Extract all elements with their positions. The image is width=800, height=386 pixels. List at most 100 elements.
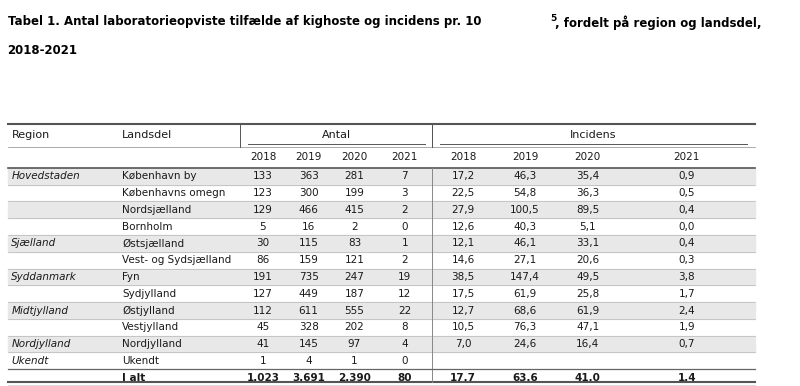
Text: 54,8: 54,8	[514, 188, 537, 198]
Text: 47,1: 47,1	[576, 322, 599, 332]
Text: 25,8: 25,8	[576, 289, 599, 299]
Text: 35,4: 35,4	[576, 171, 599, 181]
Text: 1: 1	[260, 356, 266, 366]
Text: Region: Region	[11, 130, 50, 140]
Text: 5: 5	[550, 14, 557, 22]
Text: 1.023: 1.023	[246, 372, 279, 383]
Text: 36,3: 36,3	[576, 188, 599, 198]
Text: 12,7: 12,7	[451, 305, 474, 315]
Polygon shape	[8, 302, 754, 319]
Text: 83: 83	[348, 239, 361, 249]
Text: 2: 2	[351, 222, 358, 232]
Text: 89,5: 89,5	[576, 205, 599, 215]
Text: 199: 199	[345, 188, 364, 198]
Text: 2020: 2020	[574, 152, 601, 162]
Text: 121: 121	[345, 255, 364, 265]
Text: 86: 86	[256, 255, 270, 265]
Text: 4: 4	[306, 356, 312, 366]
Text: 38,5: 38,5	[451, 272, 474, 282]
Text: 2018-2021: 2018-2021	[8, 44, 78, 58]
Text: Hovedstaden: Hovedstaden	[11, 171, 80, 181]
Text: 0,3: 0,3	[678, 255, 695, 265]
Text: 2.390: 2.390	[338, 372, 371, 383]
Text: Østjylland: Østjylland	[122, 305, 174, 316]
Text: Incidens: Incidens	[570, 130, 617, 140]
Text: 159: 159	[298, 255, 318, 265]
Text: 145: 145	[298, 339, 318, 349]
Text: 63,6: 63,6	[512, 372, 538, 383]
Text: 0,7: 0,7	[678, 339, 695, 349]
Polygon shape	[8, 336, 754, 352]
Text: 129: 129	[253, 205, 273, 215]
Text: 3.691: 3.691	[292, 372, 325, 383]
Polygon shape	[8, 168, 754, 185]
Text: 466: 466	[298, 205, 318, 215]
Text: 4: 4	[402, 339, 408, 349]
Text: 2,4: 2,4	[678, 305, 695, 315]
Text: 115: 115	[298, 239, 318, 249]
Text: 97: 97	[348, 339, 361, 349]
Polygon shape	[8, 124, 754, 382]
Text: 7: 7	[402, 171, 408, 181]
Text: Fyn: Fyn	[122, 272, 139, 282]
Text: Midtjylland: Midtjylland	[11, 305, 69, 315]
Text: 2018: 2018	[250, 152, 276, 162]
Text: Antal: Antal	[322, 130, 350, 140]
Text: 16,4: 16,4	[576, 339, 599, 349]
Text: 449: 449	[298, 289, 318, 299]
Text: Københavns omegn: Københavns omegn	[122, 188, 226, 198]
Text: 17,7: 17,7	[450, 372, 476, 383]
Text: Sydjylland: Sydjylland	[122, 289, 176, 299]
Text: København by: København by	[122, 171, 197, 181]
Text: 17,2: 17,2	[451, 171, 474, 181]
Text: 41: 41	[256, 339, 270, 349]
Text: 14,6: 14,6	[451, 255, 474, 265]
Text: 0,9: 0,9	[678, 171, 695, 181]
Text: 0,5: 0,5	[678, 188, 695, 198]
Text: 41,0: 41,0	[574, 372, 601, 383]
Text: 40,3: 40,3	[514, 222, 537, 232]
Text: 611: 611	[298, 305, 318, 315]
Text: 0: 0	[402, 356, 408, 366]
Text: 12,1: 12,1	[451, 239, 474, 249]
Text: 3: 3	[402, 188, 408, 198]
Text: Vest- og Sydsjælland: Vest- og Sydsjælland	[122, 255, 231, 265]
Text: 0,0: 0,0	[678, 222, 695, 232]
Text: 2: 2	[402, 255, 408, 265]
Polygon shape	[8, 269, 754, 285]
Text: 5,1: 5,1	[579, 222, 596, 232]
Text: 0: 0	[402, 222, 408, 232]
Text: 80: 80	[398, 372, 412, 383]
Text: 1,4: 1,4	[678, 372, 696, 383]
Text: 46,3: 46,3	[514, 171, 537, 181]
Text: 2: 2	[402, 205, 408, 215]
Text: 27,9: 27,9	[451, 205, 474, 215]
Text: 68,6: 68,6	[514, 305, 537, 315]
Polygon shape	[8, 147, 754, 168]
Text: 2018: 2018	[450, 152, 476, 162]
Text: 27,1: 27,1	[514, 255, 537, 265]
Text: 22: 22	[398, 305, 411, 315]
Text: I alt: I alt	[122, 372, 145, 383]
Text: 8: 8	[402, 322, 408, 332]
Text: 30: 30	[256, 239, 270, 249]
Text: 281: 281	[345, 171, 364, 181]
Text: 12: 12	[398, 289, 411, 299]
Text: 147,4: 147,4	[510, 272, 540, 282]
Text: 19: 19	[398, 272, 411, 282]
Text: 133: 133	[253, 171, 273, 181]
Text: 247: 247	[345, 272, 364, 282]
Text: 328: 328	[298, 322, 318, 332]
Polygon shape	[8, 235, 754, 252]
Text: 16: 16	[302, 222, 315, 232]
Text: Bornholm: Bornholm	[122, 222, 173, 232]
Text: 187: 187	[345, 289, 364, 299]
Text: 12,6: 12,6	[451, 222, 474, 232]
Text: Nordjylland: Nordjylland	[122, 339, 182, 349]
Text: 0,4: 0,4	[678, 205, 695, 215]
Text: 2020: 2020	[342, 152, 367, 162]
Text: 2021: 2021	[391, 152, 418, 162]
Text: 20,6: 20,6	[576, 255, 599, 265]
Text: Østsjælland: Østsjælland	[122, 238, 184, 249]
Text: Sjælland: Sjælland	[11, 239, 57, 249]
